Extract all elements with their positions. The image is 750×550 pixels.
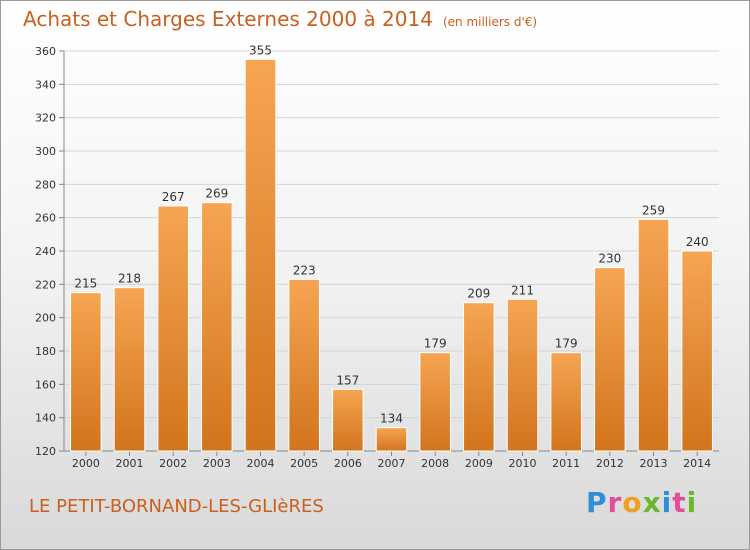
data-label: 218 xyxy=(118,272,141,286)
x-tick-label: 2012 xyxy=(596,457,624,470)
x-tick-label: 2014 xyxy=(683,457,711,470)
bar xyxy=(201,202,233,452)
data-label: 259 xyxy=(642,203,665,217)
y-tick-label: 160 xyxy=(35,378,56,391)
bar xyxy=(375,427,408,452)
data-label: 215 xyxy=(74,277,97,291)
x-tick-label: 2008 xyxy=(421,457,449,470)
proxiti-logo: Proxiti xyxy=(586,486,698,519)
y-tick-label: 120 xyxy=(35,445,56,458)
y-tick-label: 220 xyxy=(35,278,56,291)
data-label: 267 xyxy=(162,190,185,204)
data-label: 209 xyxy=(467,287,490,301)
data-label: 240 xyxy=(686,235,709,249)
data-label: 230 xyxy=(598,252,621,266)
bar xyxy=(419,352,451,452)
data-label: 355 xyxy=(249,43,272,57)
bar xyxy=(550,352,582,452)
x-tick-label: 2000 xyxy=(72,457,100,470)
y-tick-label: 140 xyxy=(35,412,56,425)
y-tick-label: 320 xyxy=(35,112,56,125)
data-label: 211 xyxy=(511,283,534,297)
x-tick-label: 2003 xyxy=(203,457,231,470)
data-label: 157 xyxy=(336,373,359,387)
bar xyxy=(594,267,626,452)
x-tick-label: 2004 xyxy=(247,457,275,470)
data-label: 269 xyxy=(205,187,228,201)
x-tick-label: 2007 xyxy=(378,457,406,470)
bar xyxy=(113,287,146,452)
chart-unit: (en milliers d'€) xyxy=(442,15,538,29)
y-tick-label: 340 xyxy=(35,78,56,91)
labels: 215 218 267 269 355 223 157 134 179 209 211 179 230 2… xyxy=(74,43,708,425)
y-tick-label: 240 xyxy=(35,245,56,258)
bar xyxy=(288,278,320,452)
x-tick-label: 2013 xyxy=(640,457,668,470)
data-label: 179 xyxy=(424,337,447,351)
y-tick-label: 300 xyxy=(35,145,56,158)
bar xyxy=(244,58,277,452)
x-tick-label: 2010 xyxy=(509,457,537,470)
city-name: LE PETIT-BORNAND-LES-GLIèRES xyxy=(29,496,324,517)
y-tick-label: 280 xyxy=(35,178,56,191)
y-tick-label: 180 xyxy=(35,345,56,358)
axes: 120 140 160 180 200 220 240 260 280 300 320 340 360 2… xyxy=(35,45,719,470)
bar xyxy=(637,218,670,452)
y-tick-label: 260 xyxy=(35,212,56,225)
x-tick-label: 2005 xyxy=(290,457,318,470)
bars xyxy=(70,58,713,452)
y-tick-label: 200 xyxy=(35,312,56,325)
y-tick-label: 360 xyxy=(35,45,56,58)
data-label: 223 xyxy=(293,263,316,277)
x-tick-label: 2011 xyxy=(552,457,580,470)
bar xyxy=(506,298,539,452)
bar xyxy=(157,205,189,452)
bar xyxy=(332,388,364,452)
x-tick-label: 2009 xyxy=(465,457,493,470)
data-label: 134 xyxy=(380,412,403,426)
x-tick-label: 2002 xyxy=(159,457,187,470)
bar xyxy=(70,292,102,452)
x-tick-label: 2006 xyxy=(334,457,362,470)
data-label: 179 xyxy=(555,337,578,351)
x-tick-label: 2001 xyxy=(116,457,144,470)
chart-title: Achats et Charges Externes 2000 à 2014 (e… xyxy=(23,7,537,31)
bar xyxy=(463,302,495,452)
chart-title-text: Achats et Charges Externes 2000 à 2014 xyxy=(23,7,433,31)
bar xyxy=(681,250,713,452)
